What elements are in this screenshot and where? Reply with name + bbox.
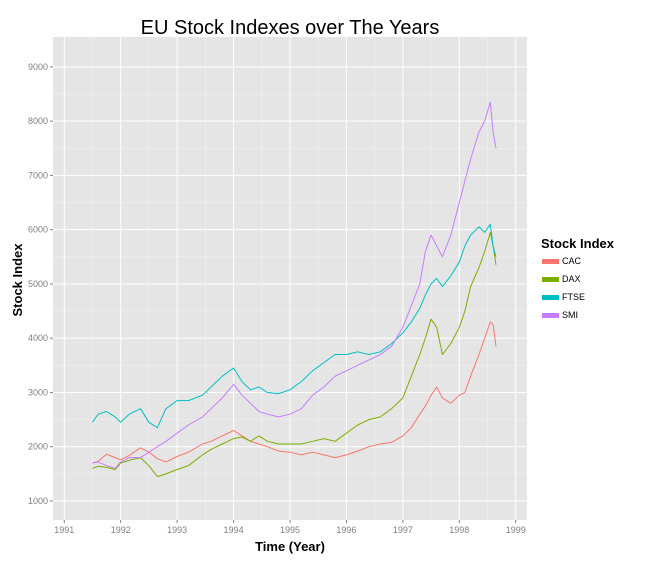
legend-key-dax — [542, 277, 559, 282]
x-tick-label: 1999 — [506, 525, 526, 535]
y-tick-label: 1000 — [28, 496, 48, 506]
x-axis: 1991 1992 1993 1994 1995 1996 1997 1998 1999 — [54, 520, 526, 535]
legend-label-cac: CAC — [562, 256, 582, 266]
legend-key-cac — [542, 259, 559, 264]
series-line-dax — [92, 231, 497, 478]
series-line-cac — [92, 321, 497, 464]
y-tick-label: 4000 — [28, 333, 48, 343]
x-tick-label: 1992 — [111, 525, 131, 535]
legend-title: Stock Index — [541, 236, 615, 251]
y-axis: 1000 2000 3000 4000 5000 6000 7000 8000 9000 — [28, 62, 53, 506]
x-tick-label: 1995 — [280, 525, 300, 535]
y-tick-label: 2000 — [28, 442, 48, 452]
legend-label-smi: SMI — [562, 310, 578, 320]
y-tick-label: 9000 — [28, 62, 48, 72]
x-tick-label: 1996 — [336, 525, 356, 535]
series-line-smi — [92, 101, 497, 469]
legend: Stock Index CAC DAX FTSE SMI — [541, 236, 615, 320]
legend-key-ftse — [542, 295, 559, 300]
legend-label-dax: DAX — [562, 274, 581, 284]
legend-label-ftse: FTSE — [562, 292, 585, 302]
x-tick-label: 1991 — [54, 525, 74, 535]
y-tick-label: 7000 — [28, 170, 48, 180]
x-tick-label: 1998 — [449, 525, 469, 535]
y-tick-label: 5000 — [28, 279, 48, 289]
x-tick-label: 1994 — [224, 525, 244, 535]
x-tick-label: 1993 — [167, 525, 187, 535]
grid-major — [53, 37, 527, 520]
series-line-ftse — [92, 223, 497, 429]
x-axis-title: Time (Year) — [255, 539, 325, 554]
y-axis-title: Stock Index — [10, 243, 25, 317]
legend-key-smi — [542, 313, 559, 318]
y-tick-label: 6000 — [28, 225, 48, 235]
x-tick-label: 1997 — [393, 525, 413, 535]
y-tick-label: 8000 — [28, 116, 48, 126]
chart-title: EU Stock Indexes over The Years — [141, 17, 440, 39]
y-tick-label: 3000 — [28, 387, 48, 397]
series-lines — [92, 101, 497, 478]
